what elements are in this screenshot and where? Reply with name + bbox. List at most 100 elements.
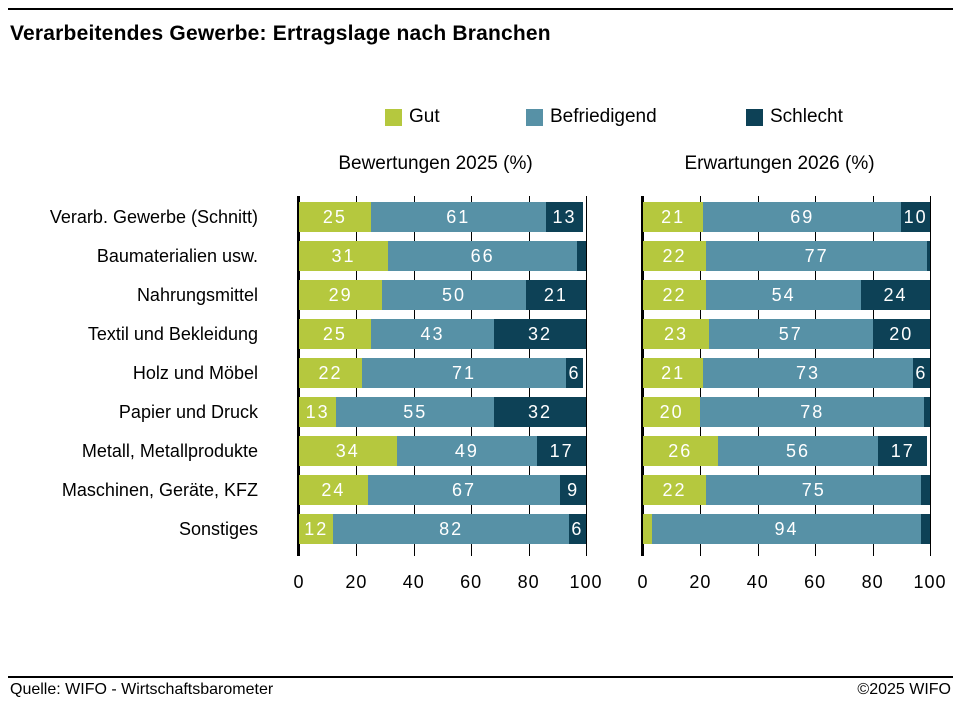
x-tick-label: 20	[689, 572, 712, 592]
x-tick-label: 80	[517, 572, 540, 592]
bar-row: 94	[643, 514, 930, 544]
category-label: Textil und Bekleidung	[87, 323, 258, 344]
bar-segment-befriedigend: 78	[700, 397, 925, 427]
legend-swatch-befriedigend	[526, 108, 543, 126]
bar-segment-gut: 22	[299, 358, 363, 388]
bar-segment-befriedigend: 69	[703, 202, 902, 232]
bar-row: 22 54 24	[643, 280, 930, 310]
plot-erwartungen-2026: 0 20 40 60 80 100 21 69 10 22 77 22 54 24 23 57 20 21 73 6 2…	[637, 196, 946, 592]
bar-segment-schlecht: 6	[565, 358, 584, 388]
category-label: Metall, Metallprodukte	[81, 440, 258, 461]
category-label: Maschinen, Geräte, KFZ	[61, 479, 258, 500]
category-label: Baumaterialien usw.	[96, 245, 258, 266]
bar-row: 24 67 9	[299, 475, 586, 505]
bar-segment-schlecht: 24	[861, 280, 930, 310]
bar-row: 21 69 10	[643, 202, 930, 232]
bar-segment-befriedigend: 75	[706, 475, 922, 505]
bar-segment-schlecht: 17	[537, 436, 586, 466]
legend-item-befriedigend: Befriedigend	[526, 106, 657, 128]
bar-segment-gut: 22	[643, 475, 707, 505]
bar-segment-gut: 34	[299, 436, 397, 466]
x-tick-label: 100	[569, 572, 603, 592]
bar-segment-schlecht	[577, 241, 586, 271]
legend-label-gut: Gut	[409, 106, 440, 127]
bar-segment-schlecht: 32	[494, 319, 586, 349]
footer-divider	[8, 676, 953, 678]
bar-segment-schlecht	[927, 241, 930, 271]
bar-segment-gut: 21	[643, 202, 704, 232]
bar-segment-gut: 29	[299, 280, 383, 310]
panel-title-bewertungen: Bewertungen 2025 (%)	[338, 153, 533, 174]
bar-segment-gut: 21	[643, 358, 704, 388]
bar-segment-schlecht: 6	[912, 358, 930, 388]
bar-segment-schlecht	[924, 397, 930, 427]
bar-segment-befriedigend: 50	[382, 280, 526, 310]
category-label: Nahrungsmittel	[136, 284, 258, 305]
bar-segment-gut: 25	[299, 319, 371, 349]
top-divider	[8, 8, 953, 10]
y-axis-line	[297, 196, 300, 556]
bar-segment-gut	[643, 514, 652, 544]
x-tick-label: 0	[293, 572, 305, 592]
x-tick-label: 40	[402, 572, 425, 592]
bar-row: 25 43 32	[299, 319, 586, 349]
bar-segment-befriedigend: 73	[703, 358, 913, 388]
bar-segment-schlecht	[921, 514, 930, 544]
bar-segment-schlecht: 21	[525, 280, 586, 310]
bar-row: 20 78	[643, 397, 930, 427]
bar-row: 22 75	[643, 475, 930, 505]
bar-row: 21 73 6	[643, 358, 930, 388]
gridline	[586, 196, 587, 556]
x-tick-label: 40	[746, 572, 769, 592]
category-label: Papier und Druck	[118, 401, 258, 422]
x-tick-label: 20	[345, 572, 368, 592]
category-label: Holz und Möbel	[132, 362, 258, 383]
bar-segment-schlecht: 9	[560, 475, 586, 505]
bar-segment-befriedigend: 49	[396, 436, 538, 466]
bar-segment-befriedigend: 66	[387, 241, 578, 271]
y-axis-line	[641, 196, 644, 556]
bar-row: 23 57 20	[643, 319, 930, 349]
bar-segment-befriedigend: 71	[362, 358, 566, 388]
bar-segment-schlecht	[921, 475, 930, 505]
bar-row: 29 50 21	[299, 280, 586, 310]
panel-title-erwartungen: Erwartungen 2026 (%)	[684, 153, 875, 174]
category-label: Sonstiges	[178, 518, 258, 539]
bar-segment-gut: 23	[643, 319, 709, 349]
bar-segment-gut: 12	[299, 514, 334, 544]
bar-segment-befriedigend: 82	[333, 514, 569, 544]
bar-segment-gut: 24	[299, 475, 368, 505]
bar-segment-schlecht: 20	[872, 319, 930, 349]
bar-segment-befriedigend: 67	[367, 475, 561, 505]
bar-segment-schlecht: 13	[545, 202, 584, 232]
bar-segment-schlecht: 32	[494, 397, 586, 427]
bar-row: 25 61 13	[299, 202, 586, 232]
bar-row: 31 66	[299, 241, 586, 271]
bar-segment-gut: 13	[299, 397, 337, 427]
bar-segment-befriedigend: 61	[370, 202, 546, 232]
bar-segment-gut: 22	[643, 241, 707, 271]
legend-item-schlecht: Schlecht	[746, 106, 843, 128]
legend-item-gut: Gut	[385, 106, 440, 128]
x-tick-label: 60	[460, 572, 483, 592]
category-label: Verarb. Gewerbe (Schnitt)	[49, 206, 258, 227]
bar-segment-befriedigend: 55	[336, 397, 495, 427]
source-note: Quelle: WIFO - Wirtschaftsbarometer	[10, 681, 274, 698]
legend-swatch-gut	[385, 108, 402, 126]
bar-segment-gut: 26	[643, 436, 718, 466]
legend-label-befriedigend: Befriedigend	[550, 106, 657, 127]
bar-row: 13 55 32	[299, 397, 586, 427]
bar-segment-schlecht: 10	[901, 202, 930, 232]
bar-segment-gut: 25	[299, 202, 371, 232]
bar-row: 34 49 17	[299, 436, 586, 466]
x-tick-label: 80	[861, 572, 884, 592]
bar-segment-gut: 20	[643, 397, 701, 427]
legend-swatch-schlecht	[746, 108, 763, 126]
page-title: Verarbeitendes Gewerbe: Ertragslage nach…	[10, 22, 551, 45]
legend-label-schlecht: Schlecht	[770, 106, 843, 127]
plot-bewertungen-2025: 0 20 40 60 80 100 25 61 13 31 66 29 50 21 25 43 32 22 71 6 1…	[293, 196, 602, 592]
bar-row: 12 82 6	[299, 514, 586, 544]
bar-segment-befriedigend: 43	[370, 319, 495, 349]
gridline	[930, 196, 931, 556]
bar-segment-schlecht: 17	[878, 436, 928, 466]
